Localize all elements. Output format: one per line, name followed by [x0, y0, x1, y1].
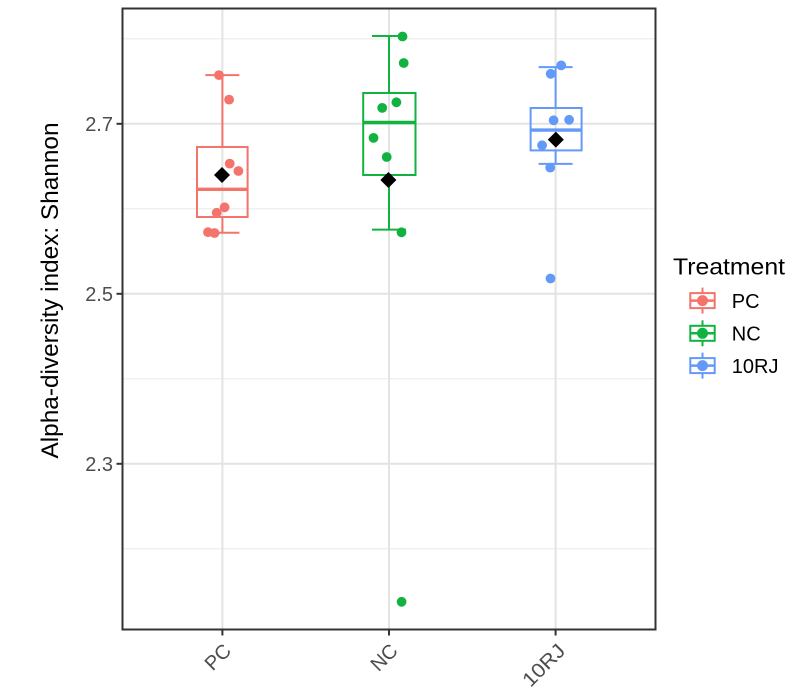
- svg-text:10RJ: 10RJ: [732, 356, 779, 378]
- svg-text:PC: PC: [732, 291, 760, 313]
- svg-text:2.3: 2.3: [85, 454, 113, 476]
- svg-text:NC: NC: [732, 324, 761, 346]
- svg-text:Alpha-diversity index: Shannon: Alpha-diversity index: Shannon: [37, 123, 64, 459]
- svg-text:2.7: 2.7: [85, 114, 113, 136]
- svg-text:2.5: 2.5: [85, 284, 113, 306]
- svg-text:Treatment: Treatment: [673, 254, 786, 280]
